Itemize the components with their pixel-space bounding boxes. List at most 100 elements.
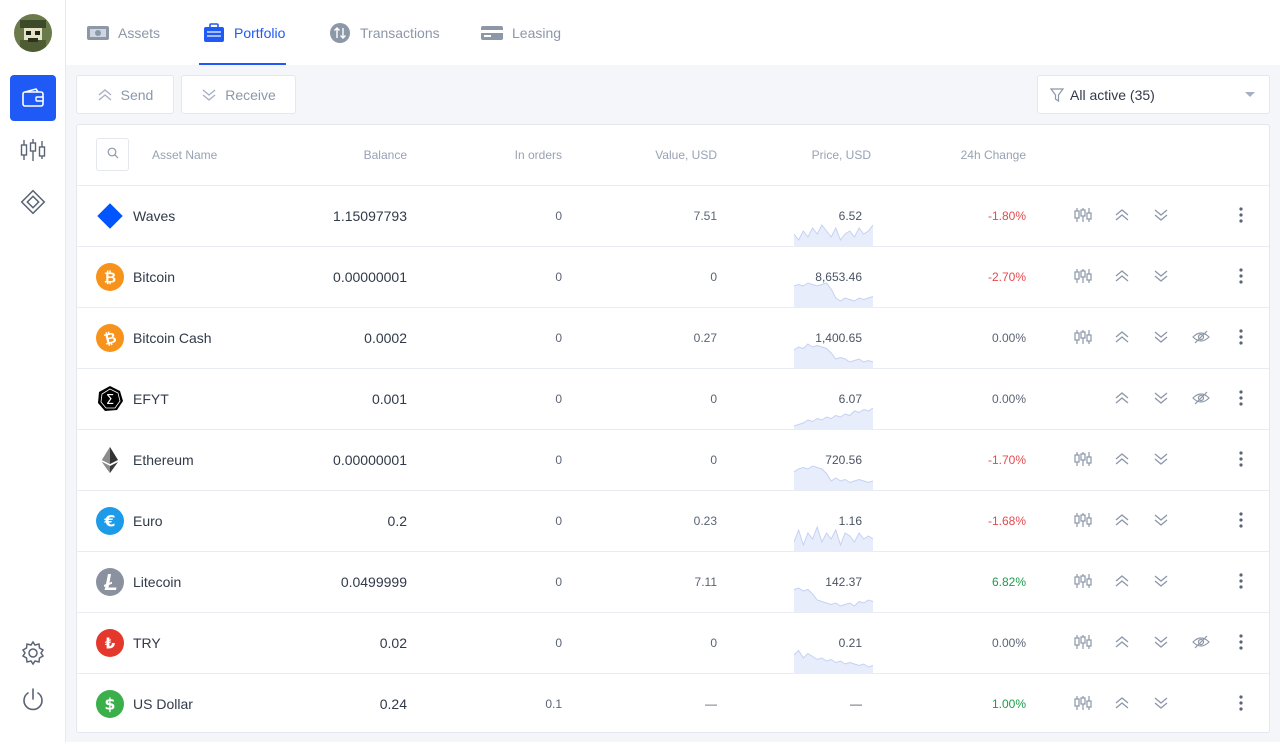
table-row[interactable]: Ethereum 0.00000001 0 0 720.56 -1.70% [77, 430, 1269, 491]
asset-name: Bitcoin [133, 269, 176, 285]
header-change[interactable]: 24h Change [960, 148, 1026, 162]
filter-label: All active (35) [1070, 86, 1155, 103]
table-row[interactable]: $ US Dollar 0.24 0.1 — — 1.00% [77, 674, 1269, 735]
hide-asset-button[interactable] [1191, 328, 1211, 348]
open-chart-button[interactable] [1073, 572, 1093, 592]
logout-button[interactable] [10, 677, 56, 723]
open-chart-button[interactable] [1073, 511, 1093, 531]
receive-asset-button[interactable] [1151, 206, 1171, 226]
more-options-button[interactable] [1231, 572, 1251, 592]
eye-off-icon [1192, 635, 1210, 652]
open-chart-button[interactable] [1073, 694, 1093, 714]
send-asset-button[interactable] [1112, 267, 1132, 287]
asset-balance: 0.0002 [364, 330, 407, 346]
header-balance[interactable]: Balance [363, 148, 407, 162]
sparkline-line [794, 587, 873, 607]
receive-asset-button[interactable] [1151, 572, 1171, 592]
open-chart-button[interactable] [1073, 328, 1093, 348]
asset-balance: 0.02 [379, 635, 407, 651]
send-asset-button[interactable] [1112, 572, 1132, 592]
receive-asset-button[interactable] [1151, 633, 1171, 653]
table-row[interactable]: Litecoin 0.0499999 0 7.11 142.37 6.82% [77, 552, 1269, 613]
open-chart-button[interactable] [1073, 633, 1093, 653]
tokens-nav-button[interactable] [10, 179, 56, 225]
dex-nav-button[interactable] [10, 127, 56, 173]
send-button[interactable]: Send [76, 75, 174, 114]
receive-asset-button[interactable] [1151, 328, 1171, 348]
hide-asset-button[interactable] [1191, 633, 1211, 653]
header-value[interactable]: Value, USD [655, 148, 717, 162]
asset-in-orders: 0 [555, 453, 562, 467]
asset-filter-select[interactable]: All active (35) [1037, 75, 1270, 114]
sparkline-area [794, 408, 873, 429]
tab-leasing[interactable]: Leasing [480, 0, 561, 65]
candles-icon [19, 138, 47, 162]
send-asset-button[interactable] [1112, 206, 1132, 226]
receive-button[interactable]: Receive [181, 75, 296, 114]
double-chevron-up-icon [1114, 635, 1130, 652]
header-price[interactable]: Price, USD [811, 148, 871, 162]
asset-price: — [850, 697, 862, 711]
tab-portfolio[interactable]: Portfolio [198, 0, 287, 65]
send-asset-button[interactable] [1112, 389, 1132, 409]
table-row[interactable]: Σ EFYT 0.001 0 0 6.07 0.00% [77, 369, 1269, 430]
hide-asset-button[interactable] [1191, 389, 1211, 409]
more-options-button[interactable] [1231, 511, 1251, 531]
more-options-button[interactable] [1231, 328, 1251, 348]
send-label: Send [120, 86, 154, 103]
receive-asset-button[interactable] [1151, 511, 1171, 531]
search-button[interactable] [96, 138, 129, 171]
dollar-icon: $ [96, 690, 124, 718]
double-chevron-up-icon [97, 88, 113, 102]
header-asset-name[interactable]: Asset Name [152, 148, 218, 162]
sparkline-line [794, 649, 873, 668]
asset-price: 8,653.46 [815, 270, 862, 284]
asset-change: -1.68% [987, 514, 1026, 528]
table-row[interactable]: Waves 1.15097793 0 7.51 6.52 -1.80% [77, 186, 1269, 247]
open-chart-button[interactable] [1073, 450, 1093, 470]
send-asset-button[interactable] [1112, 328, 1132, 348]
search-icon [107, 147, 119, 162]
wallet-nav-button[interactable] [10, 75, 56, 121]
open-chart-button[interactable] [1073, 206, 1093, 226]
receive-asset-button[interactable] [1151, 694, 1171, 714]
header-in-orders[interactable]: In orders [514, 148, 562, 162]
settings-button[interactable] [10, 630, 56, 676]
asset-balance: 0.0499999 [340, 574, 407, 590]
table-row[interactable]: € Euro 0.2 0 0.23 1.16 -1.68% [77, 491, 1269, 552]
candles-icon [1074, 695, 1092, 714]
receive-asset-button[interactable] [1151, 450, 1171, 470]
asset-value: 0 [710, 270, 717, 284]
receive-asset-button[interactable] [1151, 267, 1171, 287]
eye-off-icon [1192, 391, 1210, 408]
tab-assets[interactable]: Assets [86, 0, 160, 65]
ethereum-icon [96, 446, 124, 474]
sparkline-area [794, 283, 873, 307]
more-options-button[interactable] [1231, 267, 1251, 287]
send-asset-button[interactable] [1112, 694, 1132, 714]
send-asset-button[interactable] [1112, 450, 1132, 470]
asset-balance: 0.001 [371, 391, 407, 407]
more-options-button[interactable] [1231, 389, 1251, 409]
receive-asset-button[interactable] [1151, 389, 1171, 409]
table-row[interactable]: ₿ Bitcoin 0.00000001 0 0 8,653.46 -2.70% [77, 247, 1269, 308]
more-vertical-icon [1239, 389, 1243, 409]
tab-transactions[interactable]: Transactions [328, 0, 440, 65]
send-asset-button[interactable] [1112, 633, 1132, 653]
asset-balance: 0.24 [379, 696, 407, 712]
more-options-button[interactable] [1231, 206, 1251, 226]
asset-name: Waves [133, 208, 176, 224]
double-chevron-up-icon [1114, 696, 1130, 713]
avatar[interactable] [14, 14, 52, 52]
table-row[interactable]: ₺ TRY 0.02 0 0 0.21 0.00% [77, 613, 1269, 674]
send-asset-button[interactable] [1112, 511, 1132, 531]
more-options-button[interactable] [1231, 694, 1251, 714]
open-chart-button[interactable] [1073, 267, 1093, 287]
table-row[interactable]: ₿ Bitcoin Cash 0.0002 0 0.27 1,400.65 0.00% [77, 308, 1269, 369]
asset-name: Litecoin [133, 574, 182, 590]
asset-change: 6.82% [991, 575, 1026, 589]
double-chevron-down-icon [1153, 513, 1169, 530]
more-vertical-icon [1239, 267, 1243, 287]
more-options-button[interactable] [1231, 450, 1251, 470]
more-options-button[interactable] [1231, 633, 1251, 653]
